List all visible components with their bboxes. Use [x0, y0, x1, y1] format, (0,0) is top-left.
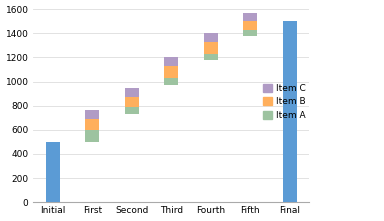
Bar — [125, 97, 139, 107]
Bar — [86, 119, 99, 130]
Bar — [204, 54, 218, 60]
Bar — [283, 21, 297, 202]
Bar — [86, 130, 99, 142]
Bar — [125, 107, 139, 114]
Bar — [243, 21, 257, 30]
Bar — [204, 42, 218, 54]
Bar — [164, 78, 178, 85]
Bar — [243, 30, 257, 36]
Bar — [46, 142, 60, 202]
Bar — [164, 57, 178, 66]
Legend: Item C, Item B, Item A: Item C, Item B, Item A — [262, 82, 308, 122]
Bar — [204, 33, 218, 42]
Bar — [125, 88, 139, 97]
Bar — [86, 110, 99, 119]
Bar — [243, 13, 257, 21]
Bar — [164, 66, 178, 78]
